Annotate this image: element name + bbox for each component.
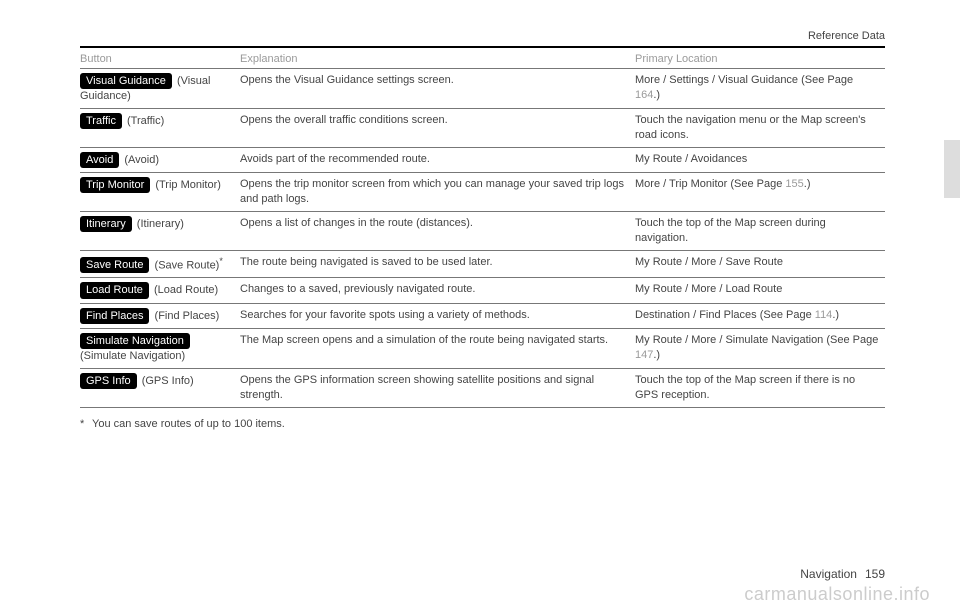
page-footer: Navigation 159 (800, 567, 885, 581)
table-row: Traffic (Traffic)Opens the overall traff… (80, 109, 885, 148)
location-pre: My Route / More / Load Route (635, 283, 782, 295)
footnote: *You can save routes of up to 100 items. (80, 418, 885, 430)
button-paren: (Save Route) (151, 259, 219, 271)
explanation-cell: Avoids part of the recommended route. (240, 147, 635, 172)
location-pre: My Route / More / Simulate Navigation (S… (635, 334, 878, 346)
location-post: .) (804, 178, 811, 190)
button-cell: Avoid (Avoid) (80, 147, 240, 172)
location-pre: My Route / Avoidances (635, 153, 747, 165)
location-cell: More / Settings / Visual Guidance (See P… (635, 69, 885, 109)
top-rule (80, 46, 885, 48)
location-cell: Touch the top of the Map screen if there… (635, 369, 885, 408)
button-cell: Trip Monitor (Trip Monitor) (80, 173, 240, 212)
button-paren: (Itinerary) (134, 218, 184, 230)
button-pill: Simulate Navigation (80, 333, 190, 349)
location-post: .) (653, 349, 660, 361)
button-paren: (Load Route) (151, 284, 218, 296)
table-row: GPS Info (GPS Info)Opens the GPS informa… (80, 369, 885, 408)
location-pre: Touch the top of the Map screen during n… (635, 217, 826, 244)
location-cell: Touch the top of the Map screen during n… (635, 211, 885, 250)
table-row: Avoid (Avoid)Avoids part of the recommen… (80, 147, 885, 172)
table-row: Find Places (Find Places)Searches for yo… (80, 303, 885, 328)
button-pill: Find Places (80, 308, 149, 324)
explanation-cell: Searches for your favorite spots using a… (240, 303, 635, 328)
button-pill: Avoid (80, 152, 119, 168)
button-cell: GPS Info (GPS Info) (80, 369, 240, 408)
button-cell: Traffic (Traffic) (80, 109, 240, 148)
button-pill: Itinerary (80, 216, 132, 232)
button-cell: Visual Guidance (Visual Guidance) (80, 69, 240, 109)
footnote-text: You can save routes of up to 100 items. (92, 418, 285, 430)
footer-chapter: Navigation (800, 567, 857, 581)
explanation-cell: Opens a list of changes in the route (di… (240, 211, 635, 250)
explanation-cell: Opens the GPS information screen showing… (240, 369, 635, 408)
section-header: Reference Data (80, 30, 885, 42)
footer-page-number: 159 (865, 567, 885, 581)
explanation-cell: The route being navigated is saved to be… (240, 250, 635, 278)
location-pre: Touch the navigation menu or the Map scr… (635, 114, 866, 141)
explanation-cell: Opens the overall traffic conditions scr… (240, 109, 635, 148)
button-pill: Load Route (80, 282, 149, 298)
col-header-explanation: Explanation (240, 50, 635, 69)
location-cell: My Route / More / Save Route (635, 250, 885, 278)
button-paren: (Simulate Navigation) (80, 350, 185, 362)
location-pre: Destination / Find Places (See Page (635, 309, 815, 321)
footnote-ref: * (219, 256, 223, 266)
location-pre: More / Settings / Visual Guidance (See P… (635, 74, 853, 86)
location-pre: Touch the top of the Map screen if there… (635, 374, 855, 401)
button-paren: (Find Places) (151, 310, 219, 322)
table-row: Save Route (Save Route)*The route being … (80, 250, 885, 278)
table-row: Trip Monitor (Trip Monitor)Opens the tri… (80, 173, 885, 212)
explanation-cell: Changes to a saved, previously navigated… (240, 278, 635, 303)
button-paren: (Avoid) (121, 154, 159, 166)
button-pill: Save Route (80, 257, 149, 273)
col-header-location: Primary Location (635, 50, 885, 69)
button-cell: Simulate Navigation(Simulate Navigation) (80, 329, 240, 369)
page-reference: 114 (815, 309, 833, 321)
location-pre: More / Trip Monitor (See Page (635, 178, 785, 190)
side-tab (944, 140, 960, 198)
button-pill: Traffic (80, 113, 122, 129)
button-paren: (GPS Info) (139, 375, 194, 387)
table-row: Itinerary (Itinerary)Opens a list of cha… (80, 211, 885, 250)
explanation-cell: Opens the trip monitor screen from which… (240, 173, 635, 212)
location-post: .) (653, 89, 660, 101)
explanation-cell: Opens the Visual Guidance settings scree… (240, 69, 635, 109)
location-cell: My Route / More / Load Route (635, 278, 885, 303)
button-pill: Visual Guidance (80, 73, 172, 89)
location-cell: More / Trip Monitor (See Page 155.) (635, 173, 885, 212)
page-reference: 155 (785, 178, 803, 190)
watermark: carmanualsonline.info (744, 584, 930, 605)
button-cell: Itinerary (Itinerary) (80, 211, 240, 250)
location-cell: Touch the navigation menu or the Map scr… (635, 109, 885, 148)
col-header-button: Button (80, 50, 240, 69)
location-cell: My Route / More / Simulate Navigation (S… (635, 329, 885, 369)
reference-table: Button Explanation Primary Location Visu… (80, 50, 885, 408)
button-pill: Trip Monitor (80, 177, 150, 193)
footnote-mark: * (80, 418, 92, 430)
table-row: Load Route (Load Route)Changes to a save… (80, 278, 885, 303)
location-pre: My Route / More / Save Route (635, 256, 783, 268)
location-cell: Destination / Find Places (See Page 114.… (635, 303, 885, 328)
page-reference: 164 (635, 89, 653, 101)
table-row: Simulate Navigation(Simulate Navigation)… (80, 329, 885, 369)
location-post: .) (832, 309, 839, 321)
button-paren: (Traffic) (124, 115, 164, 127)
button-cell: Find Places (Find Places) (80, 303, 240, 328)
button-paren: (Trip Monitor) (152, 179, 221, 191)
explanation-cell: The Map screen opens and a simulation of… (240, 329, 635, 369)
page-reference: 147 (635, 349, 653, 361)
location-cell: My Route / Avoidances (635, 147, 885, 172)
table-row: Visual Guidance (Visual Guidance)Opens t… (80, 69, 885, 109)
button-cell: Save Route (Save Route)* (80, 250, 240, 278)
button-pill: GPS Info (80, 373, 137, 389)
button-cell: Load Route (Load Route) (80, 278, 240, 303)
